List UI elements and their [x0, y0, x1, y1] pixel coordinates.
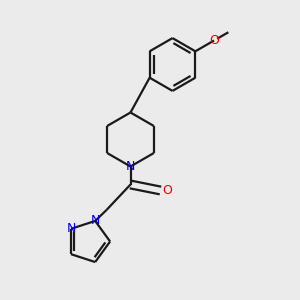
Text: O: O — [162, 184, 172, 197]
Text: O: O — [209, 34, 219, 47]
Text: N: N — [126, 160, 135, 173]
Text: N: N — [91, 214, 100, 227]
Text: N: N — [66, 222, 76, 235]
